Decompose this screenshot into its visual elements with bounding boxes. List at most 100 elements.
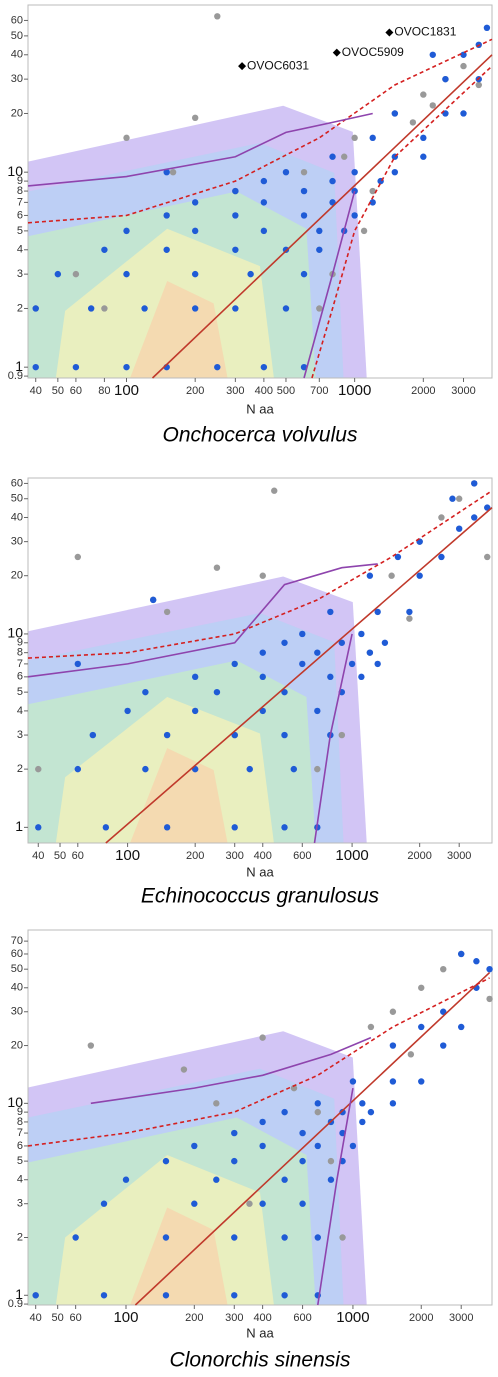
chart-title: Clonorchis sinensis (170, 1349, 351, 1372)
data-point (259, 673, 266, 681)
data-point (122, 1176, 130, 1183)
data-point (74, 553, 82, 561)
data-point (440, 965, 447, 973)
data-point (123, 227, 130, 235)
y-tick-label: 40 (11, 511, 23, 523)
y-tick-label: 1 (15, 358, 23, 374)
data-point (232, 305, 239, 312)
data-point (246, 765, 253, 773)
x-tick-label: 50 (52, 1312, 64, 1324)
data-point (316, 305, 323, 312)
x-tick-label: 1000 (335, 847, 368, 864)
data-point (259, 1118, 266, 1126)
x-tick-label: 40 (30, 1312, 42, 1324)
data-point (123, 363, 130, 371)
y-tick-label: 1 (15, 818, 23, 834)
data-point (162, 1157, 170, 1165)
y-tick-label: 30 (11, 1006, 23, 1018)
fit-curve (90, 1036, 372, 1105)
annotation-marker (238, 62, 247, 71)
dashed-curve (27, 38, 493, 224)
data-point (473, 958, 480, 965)
data-point (449, 495, 456, 502)
data-point (259, 707, 266, 715)
x-tick-label: 500 (277, 385, 295, 397)
data-point (484, 504, 491, 511)
y-tick-label: 50 (11, 963, 23, 975)
data-point (406, 608, 413, 616)
y-tick-label: 20 (11, 1039, 23, 1051)
data-point (142, 765, 149, 773)
data-point (191, 673, 199, 681)
y-tick-label: 9 (17, 175, 23, 187)
data-point (260, 227, 268, 235)
data-point (360, 227, 368, 235)
data-point (191, 1142, 198, 1150)
x-tick-label: 100 (115, 847, 140, 864)
data-point (367, 1023, 375, 1031)
data-point (260, 363, 268, 371)
x-tick-label: 100 (114, 382, 139, 399)
data-point (391, 110, 399, 117)
y-tick-label: 8 (17, 647, 23, 659)
data-point (89, 731, 97, 739)
x-tick-label: 3000 (451, 385, 475, 397)
data-point (394, 553, 402, 561)
x-tick-label: 40 (30, 385, 42, 397)
data-point (259, 572, 266, 579)
data-point (406, 615, 413, 622)
data-point (281, 731, 288, 739)
density-region (130, 748, 228, 843)
data-point (281, 1292, 288, 1299)
data-point (349, 1078, 357, 1085)
data-point (351, 134, 358, 142)
data-point (213, 564, 221, 571)
data-point (290, 1084, 298, 1092)
y-tick-label: 3 (17, 268, 23, 280)
data-point (314, 707, 321, 715)
fit-curve (303, 190, 356, 379)
chart: 40 50 60 80 100 200 300 400 500 700 1000 2000 3000 0.… (7, 4, 493, 447)
data-point (54, 270, 62, 278)
data-point (163, 212, 170, 219)
data-point (486, 995, 493, 1003)
data-point (327, 1157, 335, 1165)
data-point (87, 305, 95, 312)
data-point (339, 1108, 346, 1116)
data-point (281, 688, 288, 696)
data-point (455, 525, 463, 532)
data-point (246, 1200, 253, 1207)
data-point (458, 1023, 465, 1031)
data-point (163, 246, 170, 253)
data-point (231, 1129, 238, 1137)
data-point (191, 707, 199, 715)
data-point (299, 660, 306, 668)
data-point (418, 1023, 425, 1031)
y-tick-label: 4 (17, 705, 23, 717)
data-point (124, 707, 131, 715)
data-point (260, 177, 268, 185)
data-point (420, 153, 427, 160)
x-tick-label: 3000 (447, 850, 471, 862)
data-point (180, 1066, 188, 1073)
data-point (483, 24, 491, 32)
data-point (232, 212, 239, 219)
data-point (72, 363, 80, 371)
data-point (388, 572, 395, 579)
data-point (314, 649, 321, 656)
x-axis-label: N aa (246, 1325, 274, 1340)
data-point (231, 660, 238, 668)
y-tick-label: 30 (11, 536, 23, 548)
data-point (460, 51, 467, 58)
data-point (247, 270, 254, 278)
data-point (471, 480, 478, 487)
data-point (191, 270, 199, 278)
data-point (314, 1234, 321, 1241)
data-point (163, 824, 171, 831)
data-point (259, 1034, 266, 1041)
data-point (260, 199, 268, 206)
x-tick-label: 100 (113, 1309, 138, 1326)
chart-title: Onchocerca volvulus (163, 424, 358, 447)
data-point (327, 608, 334, 616)
